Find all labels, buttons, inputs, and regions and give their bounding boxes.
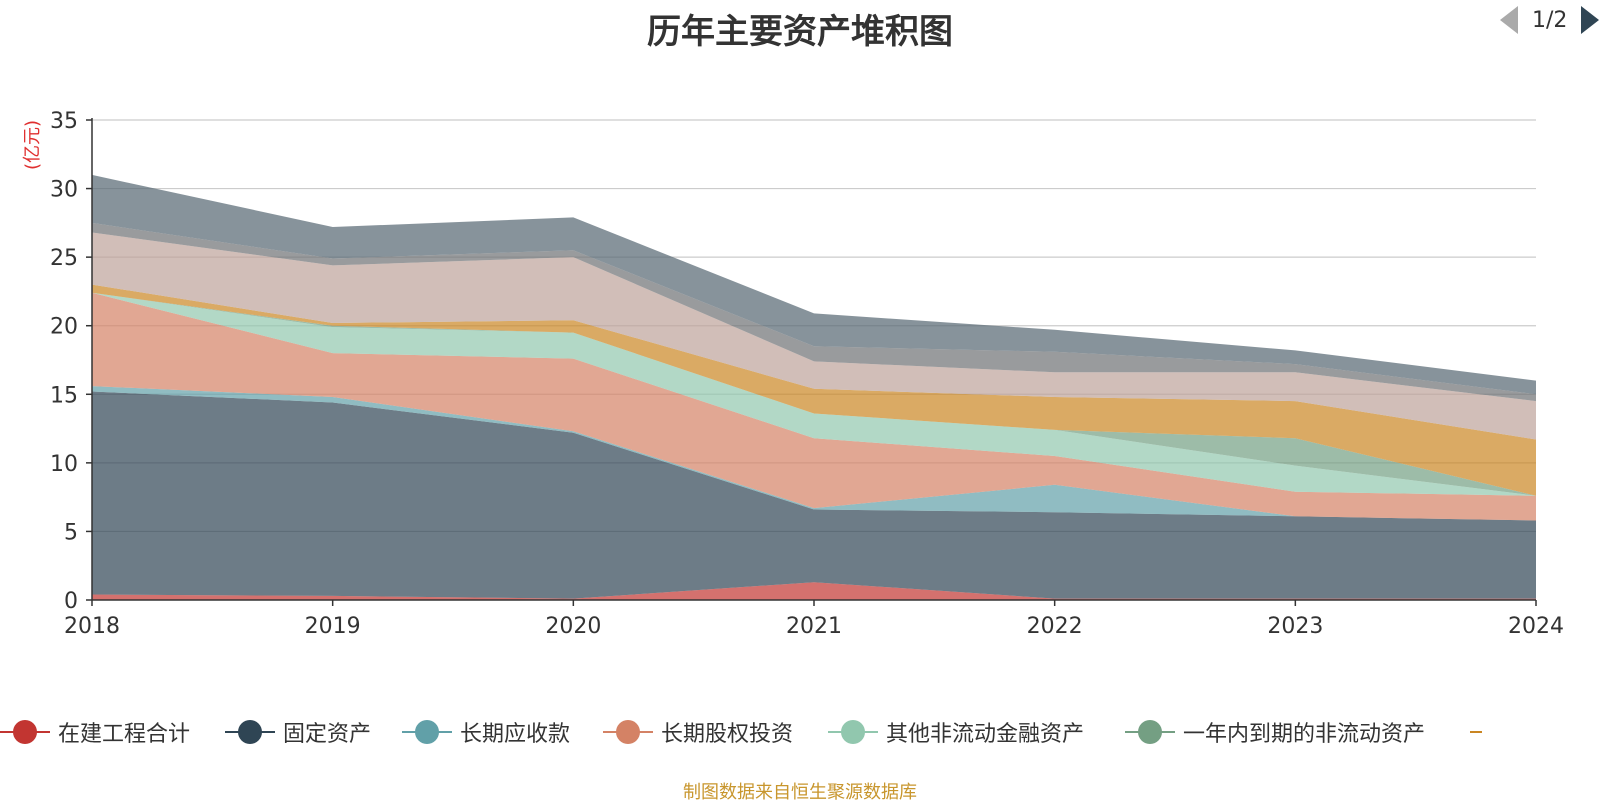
- x-tick-label: 2021: [786, 614, 842, 639]
- y-tick-label: 10: [50, 452, 78, 477]
- legend-label: 固定资产: [283, 722, 372, 747]
- y-tick-label: 0: [64, 589, 78, 614]
- area-series[interactable]: [92, 284, 1536, 496]
- x-tick-label: 2024: [1508, 614, 1564, 639]
- area-series[interactable]: [92, 292, 1536, 496]
- legend-page-indicator: 1/2: [1532, 7, 1568, 33]
- stacked-areas: [92, 174, 1536, 600]
- legend-label: 长期应收款: [460, 722, 571, 747]
- legend-marker-icon: [1125, 717, 1175, 747]
- legend-item[interactable]: 其他非流动金融资产: [828, 712, 1084, 752]
- legend-label: 在建工程合计: [58, 722, 191, 747]
- source-note: 制图数据来自恒生聚源数据库: [683, 782, 917, 803]
- legend-label: 一年内到期的非流动资产: [1183, 722, 1426, 747]
- legend-item[interactable]: 固定资产: [225, 712, 371, 752]
- y-tick-label: 25: [50, 246, 78, 271]
- pager-next-icon[interactable]: [1581, 6, 1600, 34]
- legend-marker-icon: [603, 717, 653, 747]
- legend-pager: 1/2: [1500, 0, 1600, 40]
- area-series[interactable]: [92, 292, 1536, 496]
- legend-marker-icon: [402, 717, 452, 747]
- legend-marker-icon: [828, 717, 878, 747]
- y-tick-label: 30: [50, 178, 78, 203]
- pager-prev-icon[interactable]: [1500, 6, 1518, 34]
- y-tick-label: 5: [64, 520, 78, 545]
- y-tick-label: 15: [50, 383, 78, 408]
- area-series[interactable]: [92, 222, 1536, 402]
- legend-marker-icon: [225, 717, 275, 747]
- area-series[interactable]: [92, 292, 1536, 521]
- area-series[interactable]: [92, 232, 1536, 440]
- x-tick-label: 2020: [545, 614, 601, 639]
- legend-item[interactable]: 长期股权投资: [603, 712, 793, 752]
- chart-title: 历年主要资产堆积图: [647, 12, 953, 52]
- legend-item[interactable]: 长期应收款: [402, 712, 570, 752]
- area-series[interactable]: [92, 174, 1536, 395]
- axes: 0 5 10 15 20 25 30 35 2018 2019 2020 2021 2022 2023 20…: [50, 109, 1564, 639]
- y-axis-unit-label: (亿元): [22, 120, 43, 170]
- legend-marker-icon: [0, 717, 50, 747]
- legend-item[interactable]: 一年内到期的非流动资产: [1125, 712, 1425, 752]
- x-tick-label: 2023: [1267, 614, 1323, 639]
- x-tick-label: 2018: [64, 614, 120, 639]
- legend-item-partial-marker: [1470, 731, 1482, 733]
- legend-label: 长期股权投资: [661, 722, 794, 747]
- legend: 在建工程合计 固定资产 长期应收款 长期股权投资 其他非流动金融资产 一年内到期的非流动资…: [0, 712, 1600, 752]
- legend-label: 其他非流动金融资产: [886, 722, 1085, 747]
- area-series[interactable]: [92, 391, 1536, 599]
- legend-item[interactable]: 在建工程合计: [0, 712, 190, 752]
- x-tick-label: 2019: [305, 614, 361, 639]
- area-series[interactable]: [92, 582, 1536, 600]
- y-tick-label: 20: [50, 315, 78, 340]
- x-tick-label: 2022: [1027, 614, 1083, 639]
- chart-canvas: 0 5 10 15 20 25 30 35 2018 2019 2020 2021 2022 2023 20…: [22, 109, 1564, 639]
- y-tick-label: 35: [50, 109, 78, 134]
